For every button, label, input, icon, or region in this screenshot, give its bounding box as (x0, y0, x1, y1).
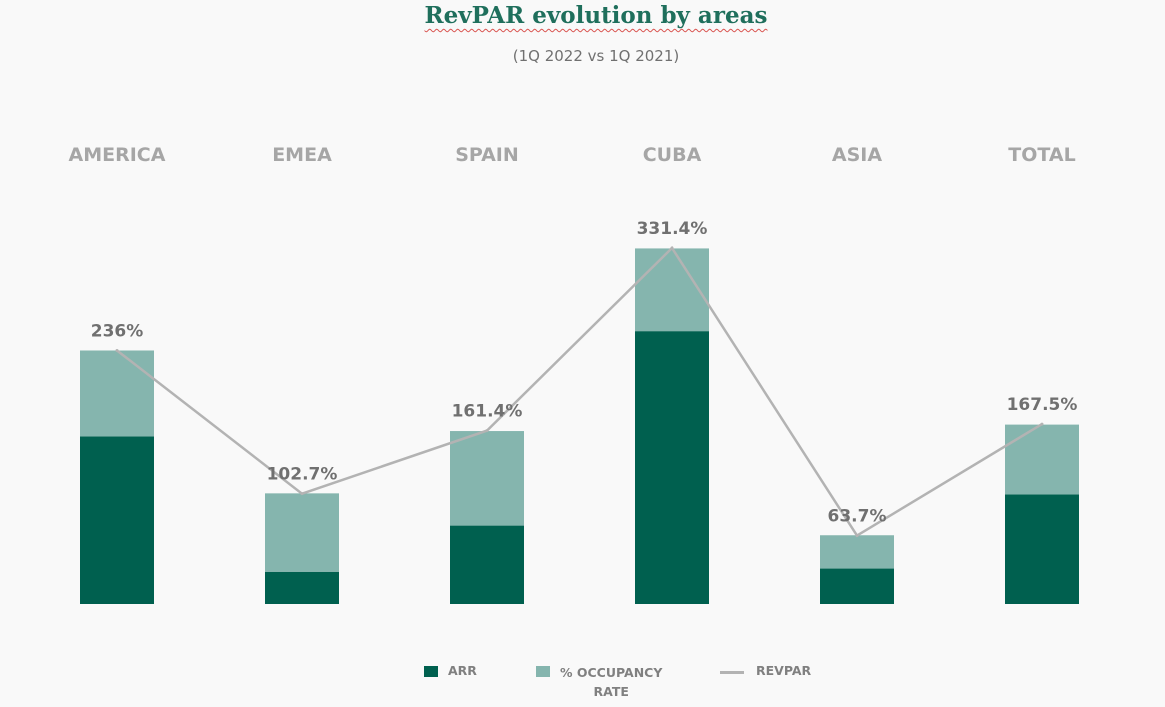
bar-occupancy-asia (820, 535, 894, 569)
legend-label-occupancy-line1: % OCCUPANCY (560, 665, 663, 680)
revpar-line (116, 246, 1043, 538)
legend-item-arr: ARR (424, 663, 477, 678)
legend-label-occupancy: % OCCUPANCY RATE (560, 663, 662, 701)
bar-occupancy-america (80, 350, 154, 437)
revpar-point-cuba (670, 246, 674, 250)
bar-arr-emea (265, 571, 339, 604)
category-label-emea: EMEA (272, 144, 332, 166)
bar-occupancy-cuba (635, 248, 709, 332)
revpar-value-label-emea: 102.7% (267, 465, 338, 485)
legend-swatch-occupancy (536, 666, 550, 677)
legend-item-occupancy: % OCCUPANCY RATE (536, 663, 662, 701)
revpar-point-total (1040, 422, 1044, 426)
chart-title: RevPAR evolution by areas (424, 2, 768, 29)
chart-legend: ARR % OCCUPANCY RATE REVPAR (0, 663, 1165, 707)
revpar-value-label-cuba: 331.4% (637, 219, 708, 239)
bar-occupancy-spain (450, 431, 524, 526)
category-label-asia: ASIA (832, 144, 882, 166)
bar-arr-cuba (635, 331, 709, 604)
bar-arr-spain (450, 525, 524, 604)
bar-arr-america (80, 436, 154, 604)
revpar-value-label-america: 236% (91, 321, 144, 341)
bar-occupancy-emea (265, 493, 339, 572)
chart-subtitle: (1Q 2022 vs 1Q 2021) (512, 47, 680, 65)
revpar-point-spain (485, 429, 489, 433)
revpar-point-emea (300, 492, 304, 496)
legend-line-revpar (720, 671, 744, 674)
revpar-value-label-total: 167.5% (1007, 395, 1078, 415)
category-label-america: AMERICA (69, 144, 166, 166)
legend-label-occupancy-line2: RATE (593, 684, 629, 699)
bar-arr-asia (820, 568, 894, 604)
legend-label-revpar: REVPAR (756, 663, 812, 678)
legend-label-arr: ARR (448, 663, 477, 678)
revpar-point-asia (855, 534, 859, 538)
legend-item-revpar: REVPAR (720, 663, 811, 678)
bar-occupancy-total (1005, 424, 1079, 495)
category-label-cuba: CUBA (643, 144, 702, 166)
category-label-spain: SPAIN (455, 144, 519, 166)
bar-arr-total (1005, 494, 1079, 604)
revpar-point-america (115, 348, 119, 352)
revpar-value-label-spain: 161.4% (452, 402, 523, 422)
revpar-value-label-asia: 63.7% (828, 507, 887, 527)
category-label-total: TOTAL (1008, 144, 1075, 166)
legend-swatch-arr (424, 666, 438, 677)
